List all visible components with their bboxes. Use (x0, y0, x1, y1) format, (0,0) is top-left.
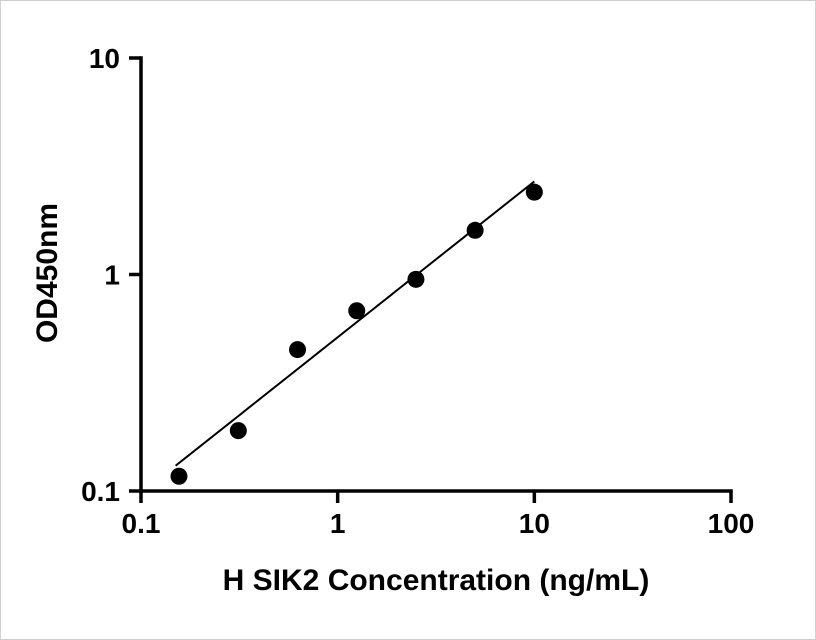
data-point (525, 183, 543, 201)
data-point (348, 302, 366, 320)
x-axis-title: H SIK2 Concentration (ng/mL) (222, 564, 650, 597)
y-tick-label: 10 (89, 43, 120, 74)
data-point (289, 341, 307, 359)
data-point (229, 422, 247, 440)
x-tick-label: 1 (330, 508, 346, 539)
y-axis-title: OD450nm (31, 202, 64, 344)
axes-frame (139, 56, 733, 493)
x-tick-label: 10 (519, 508, 550, 539)
y-tick-label: 0.1 (81, 476, 120, 507)
data-point (407, 270, 425, 288)
x-tick-label: 0.1 (122, 508, 161, 539)
y-tick-label: 1 (104, 260, 120, 291)
data-point (466, 221, 484, 239)
data-point (170, 467, 188, 485)
x-tick-label: 100 (708, 508, 755, 539)
